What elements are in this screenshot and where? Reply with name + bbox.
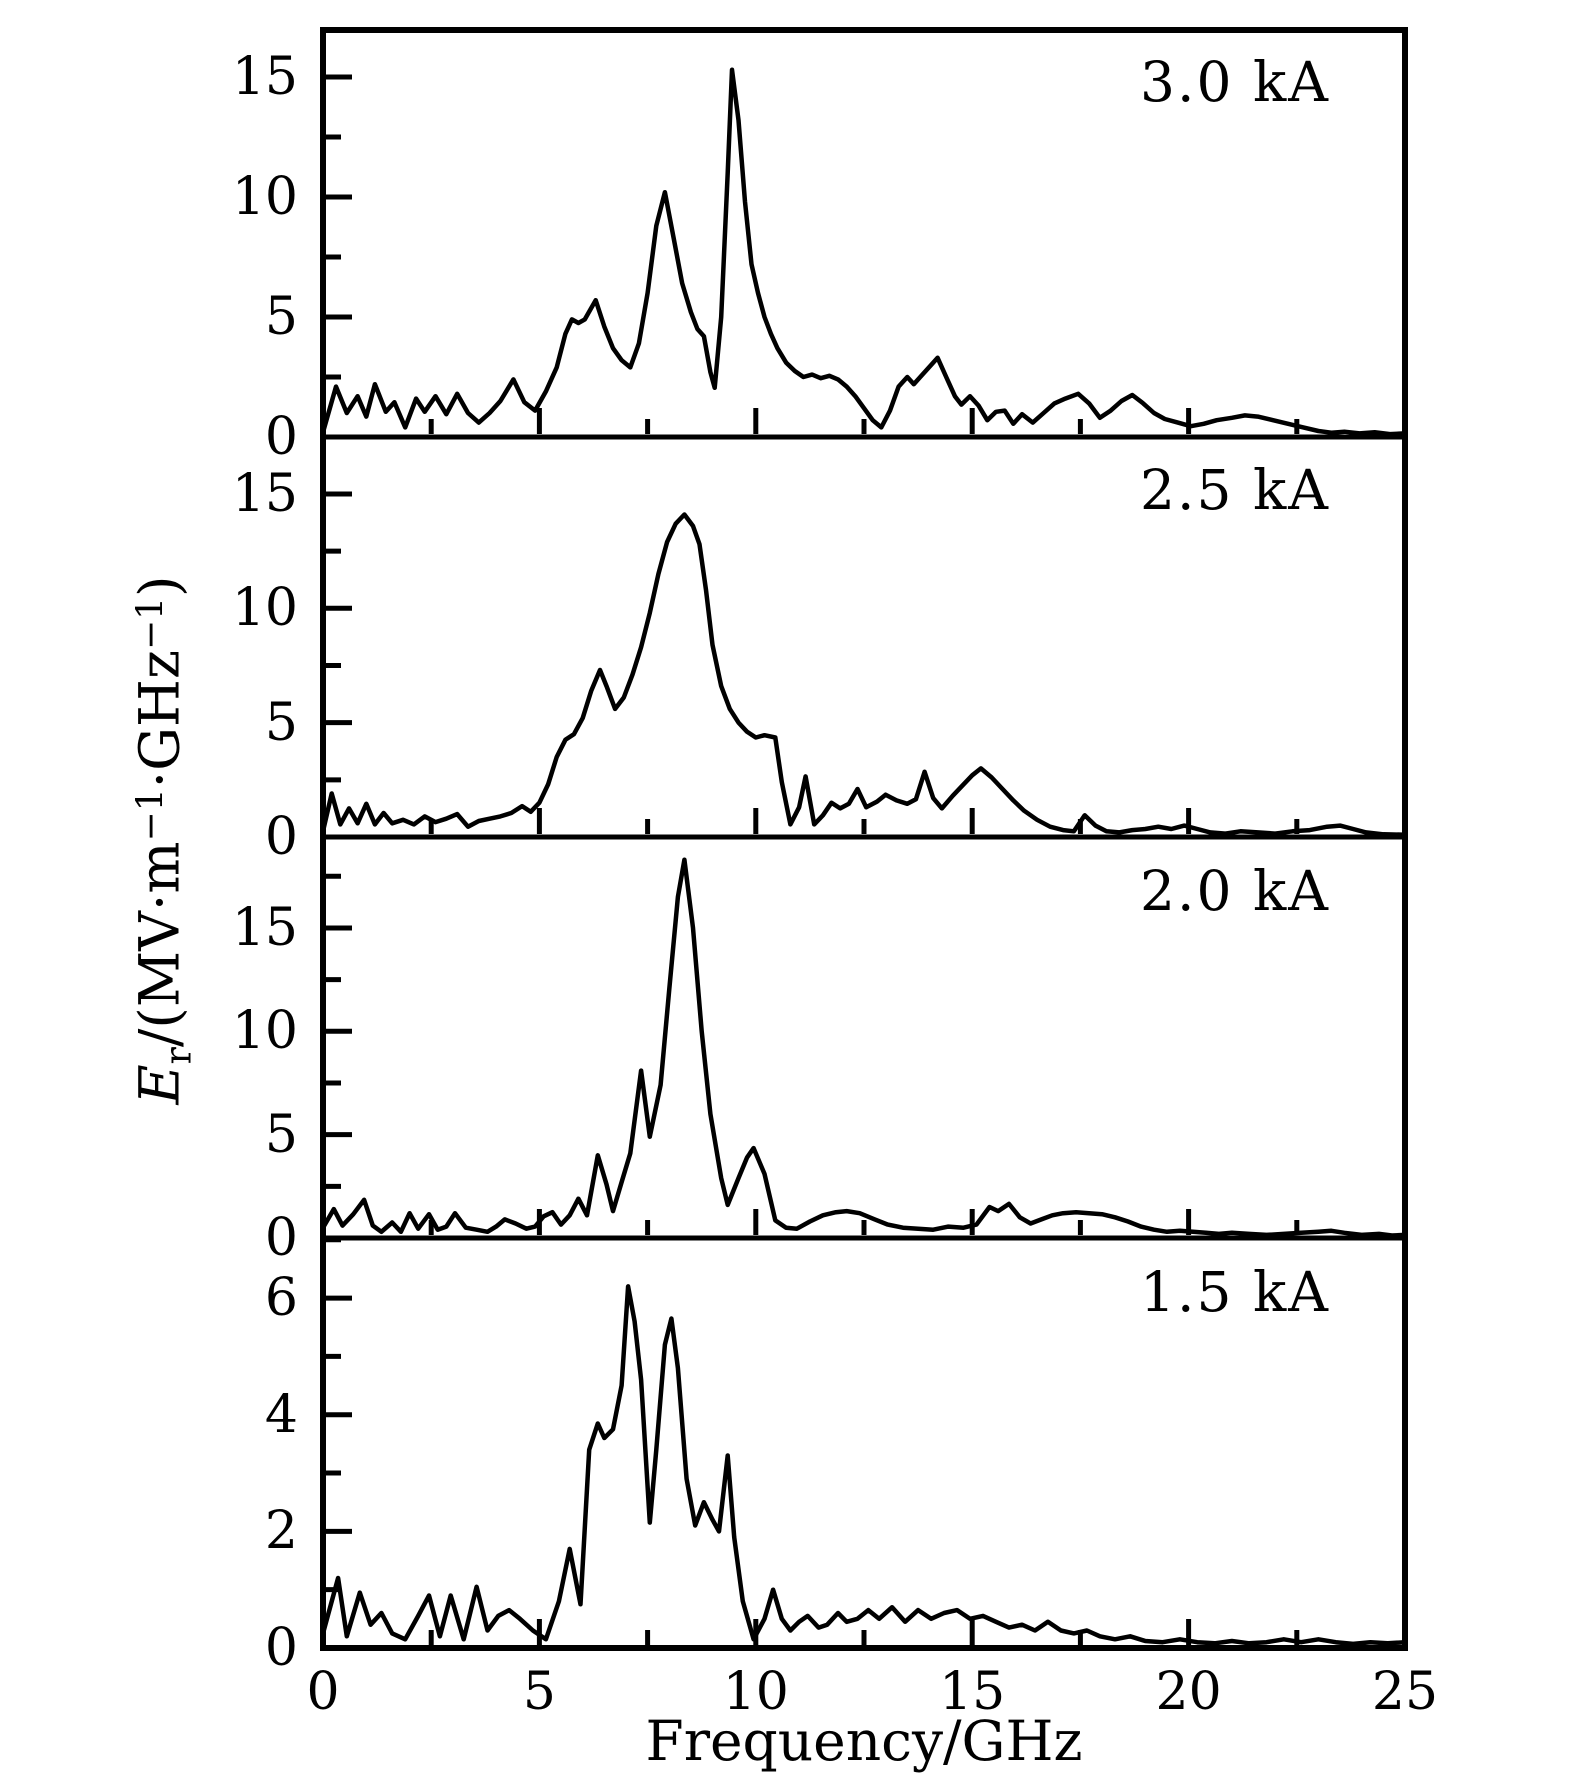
spectrum-curve-1.5kA — [320, 1284, 1408, 1647]
x-tick-label: 25 — [1371, 1662, 1439, 1722]
y-tick-label: 5 — [264, 692, 298, 753]
y-tick-label: 5 — [264, 287, 298, 347]
panel-ticks-2.0kA — [320, 873, 1408, 1241]
x-axis-title: Frequency/GHz — [645, 1709, 1083, 1773]
panel-annotation-2.5kA: 2.5 kA — [1140, 458, 1330, 522]
x-tick-label: 0 — [306, 1662, 340, 1722]
y-tick-label: 15 — [231, 47, 298, 108]
panel-annotation-1.5kA: 1.5 kA — [1140, 1260, 1330, 1324]
y-tick-label: 10 — [231, 578, 298, 639]
y-tick-label: 15 — [231, 463, 298, 524]
y-axis-symbol: E — [127, 1064, 192, 1105]
x-tick-label: 15 — [939, 1662, 1006, 1722]
y-tick-label: 4 — [264, 1384, 298, 1445]
y-tick-label: 5 — [264, 1104, 298, 1165]
x-tick-label: 5 — [522, 1662, 556, 1722]
plot-border — [320, 27, 1408, 1651]
x-tick-label: 20 — [1155, 1662, 1222, 1722]
panel-annotation-2.0kA: 2.0 kA — [1140, 859, 1330, 923]
y-tick-label: 6 — [264, 1268, 298, 1329]
spectrum-curve-2.0kA — [320, 857, 1408, 1238]
spectrum-curve-2.5kA — [320, 512, 1408, 837]
panel-ticks-3.0kA — [320, 74, 1408, 440]
panel-ticks-2.5kA — [320, 491, 1408, 840]
y-tick-label: 2 — [264, 1501, 298, 1562]
y-tick-label: 0 — [264, 1618, 298, 1678]
x-tick-label: 10 — [722, 1662, 789, 1722]
y-tick-label: 10 — [231, 167, 298, 228]
spectrum-curve-3.0kA — [320, 67, 1408, 437]
y-tick-label: 15 — [231, 897, 298, 958]
y-tick-label: 0 — [264, 807, 298, 867]
y-tick-label: 0 — [264, 1208, 298, 1268]
y-tick-label: 10 — [231, 1001, 298, 1062]
y-tick-label: 0 — [264, 407, 298, 467]
panel-annotation-3.0kA: 3.0 kA — [1140, 50, 1330, 114]
